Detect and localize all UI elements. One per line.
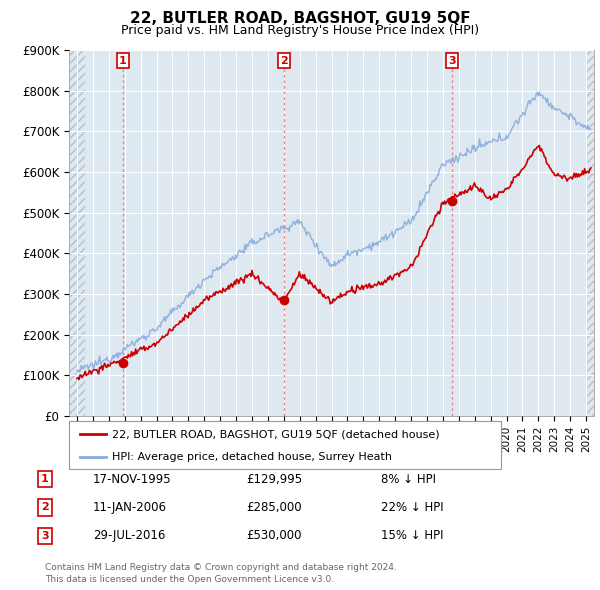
Text: 8% ↓ HPI: 8% ↓ HPI	[381, 473, 436, 486]
Text: 22, BUTLER ROAD, BAGSHOT, GU19 5QF (detached house): 22, BUTLER ROAD, BAGSHOT, GU19 5QF (deta…	[112, 429, 440, 439]
Text: Contains HM Land Registry data © Crown copyright and database right 2024.: Contains HM Land Registry data © Crown c…	[45, 563, 397, 572]
Text: This data is licensed under the Open Government Licence v3.0.: This data is licensed under the Open Gov…	[45, 575, 334, 584]
Text: 3: 3	[448, 55, 456, 65]
Text: Price paid vs. HM Land Registry's House Price Index (HPI): Price paid vs. HM Land Registry's House …	[121, 24, 479, 37]
Text: £530,000: £530,000	[246, 529, 302, 542]
Text: 3: 3	[41, 531, 49, 540]
Text: £129,995: £129,995	[246, 473, 302, 486]
Text: 2: 2	[280, 55, 288, 65]
Text: 22, BUTLER ROAD, BAGSHOT, GU19 5QF: 22, BUTLER ROAD, BAGSHOT, GU19 5QF	[130, 11, 470, 25]
Text: 22% ↓ HPI: 22% ↓ HPI	[381, 501, 443, 514]
Text: 29-JUL-2016: 29-JUL-2016	[93, 529, 166, 542]
Text: 1: 1	[41, 474, 49, 484]
Text: £285,000: £285,000	[246, 501, 302, 514]
Text: 2: 2	[41, 503, 49, 512]
Text: 11-JAN-2006: 11-JAN-2006	[93, 501, 167, 514]
Text: 1: 1	[119, 55, 127, 65]
Text: HPI: Average price, detached house, Surrey Heath: HPI: Average price, detached house, Surr…	[112, 452, 392, 462]
Text: 17-NOV-1995: 17-NOV-1995	[93, 473, 172, 486]
Text: 15% ↓ HPI: 15% ↓ HPI	[381, 529, 443, 542]
